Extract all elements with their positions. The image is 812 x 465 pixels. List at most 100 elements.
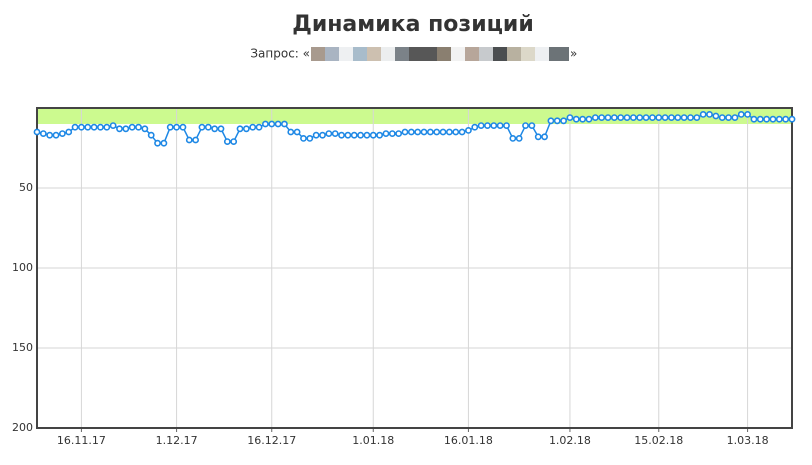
point	[211, 125, 219, 133]
point	[534, 133, 542, 141]
point	[750, 115, 758, 123]
point	[674, 114, 682, 121]
point	[725, 114, 732, 121]
point	[236, 125, 244, 133]
point	[756, 115, 764, 123]
point	[439, 128, 447, 136]
point	[319, 131, 326, 139]
point	[388, 130, 396, 137]
point	[547, 117, 555, 125]
point	[344, 131, 352, 139]
point	[230, 138, 238, 145]
point	[433, 128, 441, 136]
point	[763, 115, 771, 123]
x-tick-label: 1.01.18	[352, 434, 394, 447]
point	[376, 131, 384, 139]
point	[718, 114, 726, 121]
point	[414, 128, 422, 136]
point	[97, 123, 104, 131]
point	[699, 111, 707, 118]
point	[293, 128, 301, 136]
point	[306, 134, 314, 142]
point	[775, 115, 783, 123]
y-tick-label: 150	[12, 341, 33, 354]
point	[255, 123, 263, 131]
point	[515, 134, 523, 142]
point	[560, 117, 567, 125]
point	[338, 131, 345, 139]
query-prefix: Запрос: «	[250, 47, 310, 61]
point	[357, 131, 364, 139]
point	[166, 123, 174, 131]
point	[566, 114, 574, 121]
point	[71, 123, 79, 131]
x-tick-label: 1.03.18	[727, 434, 769, 447]
point	[204, 123, 212, 131]
point	[223, 138, 231, 145]
x-tick-label: 1.02.18	[549, 434, 591, 447]
point	[281, 120, 288, 128]
point	[325, 130, 333, 137]
point	[452, 128, 460, 136]
point	[610, 114, 618, 121]
point	[541, 133, 548, 141]
point	[706, 111, 713, 118]
point	[744, 111, 751, 118]
point	[649, 114, 656, 121]
point	[598, 114, 606, 121]
point	[192, 136, 200, 144]
point	[363, 131, 371, 139]
point	[687, 114, 694, 121]
point	[249, 123, 257, 131]
point	[458, 128, 466, 136]
point	[141, 125, 149, 133]
point	[477, 122, 485, 129]
point	[65, 128, 73, 136]
point	[185, 136, 193, 144]
point	[407, 128, 415, 136]
point	[198, 123, 206, 131]
point	[680, 114, 688, 121]
point	[471, 123, 479, 131]
point	[33, 128, 41, 136]
point	[262, 120, 269, 128]
point	[46, 131, 54, 139]
x-tick-label: 1.12.17	[156, 434, 198, 447]
y-tick-label: 200	[12, 421, 33, 434]
point	[420, 128, 428, 136]
point	[274, 120, 282, 128]
point	[401, 128, 409, 136]
point	[636, 114, 644, 121]
point	[426, 128, 434, 136]
point	[617, 114, 625, 121]
point	[160, 139, 168, 147]
x-tick-label: 16.01.18	[444, 434, 493, 447]
point	[503, 122, 510, 129]
point	[312, 131, 320, 139]
point	[737, 111, 745, 118]
point	[382, 130, 390, 137]
point	[122, 125, 130, 133]
point	[585, 115, 593, 123]
x-tick-label: 16.11.17	[57, 434, 106, 447]
point	[465, 126, 472, 134]
point	[484, 122, 491, 129]
point	[655, 114, 663, 121]
point	[128, 123, 136, 131]
y-tick-label: 100	[12, 261, 33, 274]
point	[173, 123, 180, 131]
point	[769, 115, 777, 123]
point	[84, 123, 92, 131]
point	[490, 122, 498, 129]
point	[642, 114, 650, 121]
point	[39, 130, 47, 137]
point	[90, 123, 98, 131]
point	[604, 114, 612, 121]
point	[135, 123, 142, 131]
point	[528, 122, 536, 129]
point	[782, 115, 790, 123]
point	[78, 123, 85, 131]
point	[242, 125, 250, 133]
